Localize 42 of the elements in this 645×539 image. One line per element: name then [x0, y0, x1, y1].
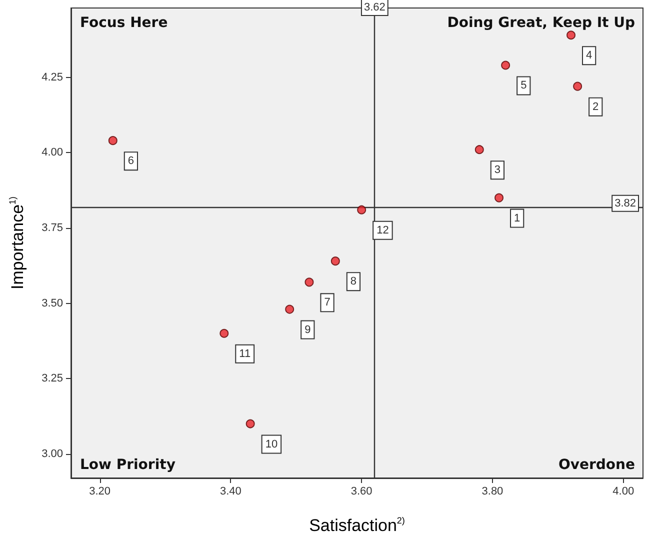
- y-tick-label: 3.25: [42, 372, 63, 385]
- point: [304, 278, 314, 287]
- annotation: 5: [520, 80, 527, 92]
- annotation: 11: [239, 348, 251, 360]
- annotation: 9: [304, 324, 311, 336]
- annotation: 1: [514, 212, 520, 224]
- y-tick-label: 4.00: [42, 146, 63, 159]
- point: [330, 256, 340, 266]
- x-tick-label: 3.80: [482, 486, 504, 498]
- y-axis-title: Importance1): [8, 196, 27, 290]
- point: [474, 145, 484, 154]
- y-tick-label: 3.50: [42, 297, 63, 310]
- annotation: 4: [586, 50, 592, 62]
- annotation: 12: [376, 224, 389, 236]
- x-tick-label: 3.40: [220, 486, 242, 498]
- point: [285, 304, 294, 314]
- annotation: 7: [324, 296, 330, 309]
- point: [357, 205, 366, 214]
- ref-line-label: 3.82: [614, 197, 636, 210]
- annotation: 2: [592, 100, 599, 113]
- ref-line-label: 3.62: [364, 2, 386, 14]
- point: [220, 328, 229, 338]
- point: [501, 60, 510, 70]
- point: [494, 193, 504, 202]
- annotation: 10: [265, 438, 278, 450]
- point: [246, 419, 255, 428]
- x-tick-label: 4.00: [612, 486, 634, 498]
- annotation: 8: [350, 276, 357, 288]
- annotation: Overdone: [558, 457, 636, 473]
- point: [566, 30, 576, 40]
- annotation: Doing Great, Keep It Up: [447, 15, 636, 31]
- x-tick-label: 3.20: [89, 486, 111, 498]
- annotation: Focus Here: [80, 15, 168, 31]
- annotation: Low Priority: [80, 457, 176, 473]
- point: [108, 136, 118, 146]
- y-tick-label: 3.00: [42, 448, 63, 460]
- y-tick-label: 4.25: [42, 71, 63, 84]
- annotation: 6: [128, 155, 134, 168]
- annotation: 3: [494, 164, 501, 176]
- y-tick-label: 3.75: [42, 222, 63, 234]
- x-tick-label: 3.60: [350, 486, 372, 498]
- point: [573, 82, 582, 91]
